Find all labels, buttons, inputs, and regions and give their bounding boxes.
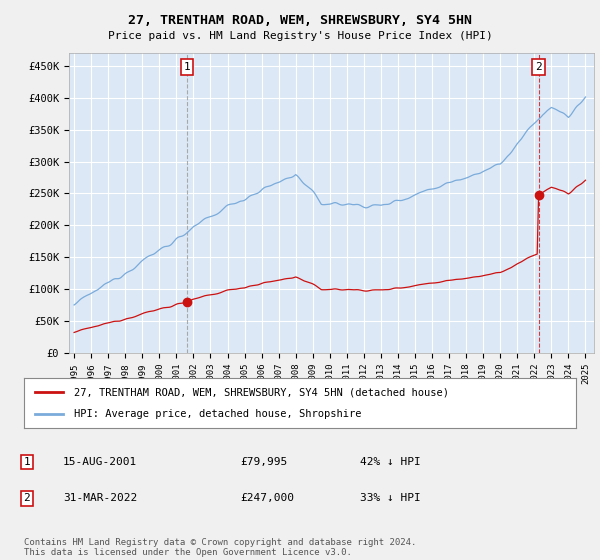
Text: 31-MAR-2022: 31-MAR-2022 — [63, 493, 137, 503]
Text: Price paid vs. HM Land Registry's House Price Index (HPI): Price paid vs. HM Land Registry's House … — [107, 31, 493, 41]
Text: 2: 2 — [535, 62, 542, 72]
Text: 33% ↓ HPI: 33% ↓ HPI — [360, 493, 421, 503]
Text: £79,995: £79,995 — [240, 457, 287, 467]
Text: Contains HM Land Registry data © Crown copyright and database right 2024.
This d: Contains HM Land Registry data © Crown c… — [24, 538, 416, 557]
Text: 27, TRENTHAM ROAD, WEM, SHREWSBURY, SY4 5HN: 27, TRENTHAM ROAD, WEM, SHREWSBURY, SY4 … — [128, 14, 472, 27]
Text: HPI: Average price, detached house, Shropshire: HPI: Average price, detached house, Shro… — [74, 409, 361, 419]
Text: £247,000: £247,000 — [240, 493, 294, 503]
Text: 27, TRENTHAM ROAD, WEM, SHREWSBURY, SY4 5HN (detached house): 27, TRENTHAM ROAD, WEM, SHREWSBURY, SY4 … — [74, 387, 449, 397]
Text: 1: 1 — [23, 457, 31, 467]
Text: 42% ↓ HPI: 42% ↓ HPI — [360, 457, 421, 467]
Text: 2: 2 — [23, 493, 31, 503]
Text: 15-AUG-2001: 15-AUG-2001 — [63, 457, 137, 467]
Text: 1: 1 — [184, 62, 190, 72]
